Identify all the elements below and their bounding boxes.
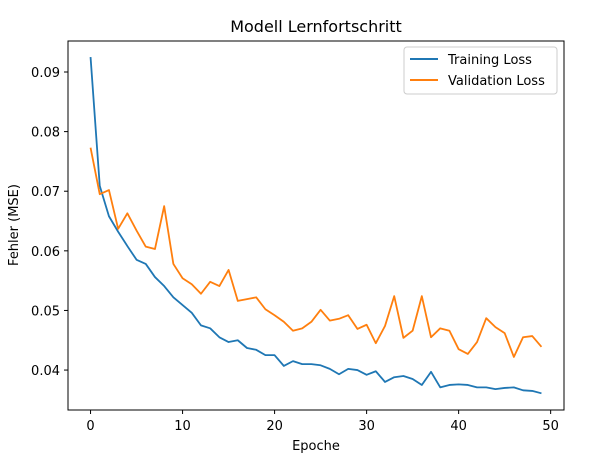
y-tick-label: 0.07: [31, 185, 60, 200]
x-axis-label: Epoche: [292, 439, 340, 454]
y-tick-label: 0.09: [31, 66, 60, 81]
y-tick-label: 0.08: [31, 126, 60, 141]
x-tick-label: 10: [174, 419, 191, 434]
series-line-training-loss: [89, 57, 542, 395]
series-group: [89, 57, 543, 395]
y-tick-label: 0.05: [31, 304, 60, 319]
legend-box: [403, 46, 558, 95]
x-axis-ticks: 0 10 20 30 40 50: [86, 410, 559, 434]
chart-title: Modell Lernfortschritt: [230, 17, 402, 36]
axes-frame: [67, 40, 565, 411]
x-tick-label: 50: [542, 419, 559, 434]
y-axis-ticks: 0.04 0.05 0.06 0.07 0.08 0.09: [31, 66, 68, 379]
y-tick-label: 0.06: [31, 245, 60, 260]
y-axis-label: Fehler (MSE): [7, 184, 22, 266]
legend-label-training: Training Loss: [447, 53, 532, 68]
x-tick-label: 40: [450, 419, 467, 434]
x-tick-label: 0: [86, 419, 94, 434]
x-tick-label: 30: [358, 419, 375, 434]
plot-area: [68, 41, 564, 410]
y-tick-label: 0.04: [31, 364, 60, 379]
series-line-validation-loss: [89, 147, 543, 358]
legend-label-validation: Validation Loss: [448, 74, 545, 89]
axes-background: [68, 41, 564, 410]
legend: Training Loss Validation Loss: [403, 46, 558, 95]
x-tick-label: 20: [266, 419, 283, 434]
